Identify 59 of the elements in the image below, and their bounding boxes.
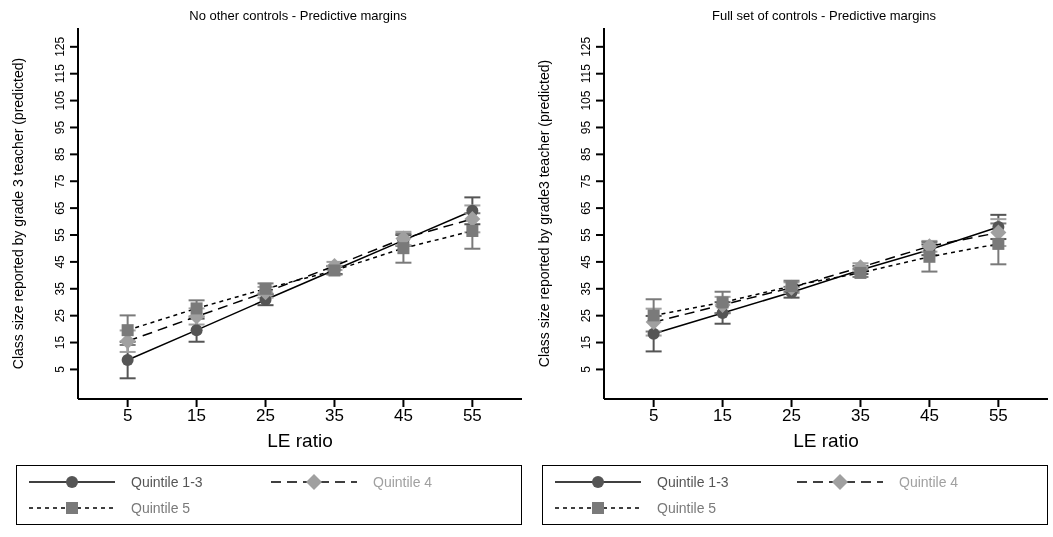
y-tick-label: 55 bbox=[53, 228, 67, 242]
x-axis-title: LE ratio bbox=[267, 430, 333, 451]
point bbox=[464, 210, 481, 227]
x-tick-label: 25 bbox=[256, 406, 275, 426]
text: Quintile 5 bbox=[657, 500, 717, 516]
y-tick-label: 115 bbox=[53, 63, 67, 84]
y-axis-title: Class size reported by grade3 teacher (predicted) bbox=[535, 59, 552, 368]
y-tick-label: 25 bbox=[53, 308, 67, 323]
y-tick-label: 15 bbox=[579, 335, 593, 350]
y-axis-title: Class size reported by grade 3 teacher (predicted) bbox=[9, 57, 26, 370]
point bbox=[647, 309, 660, 322]
x-axis-title: LE ratio bbox=[793, 430, 859, 451]
y-tick-label: 95 bbox=[579, 120, 593, 135]
x-tick-label: 5 bbox=[648, 406, 659, 426]
text: Quintile 5 bbox=[131, 500, 191, 516]
y-tick-label: 45 bbox=[579, 254, 593, 269]
x-tick-label: 45 bbox=[919, 406, 939, 426]
x-tick-label: 25 bbox=[782, 406, 801, 426]
x-tick-label: 15 bbox=[187, 406, 207, 426]
y-tick-label: 125 bbox=[579, 36, 593, 57]
y-tick-label: 95 bbox=[53, 120, 67, 135]
y-tick-label: 15 bbox=[53, 335, 67, 350]
y-tick-label: 35 bbox=[53, 281, 67, 296]
point bbox=[992, 237, 1005, 250]
y-tick-label: 105 bbox=[53, 90, 67, 111]
y-tick-label: 85 bbox=[579, 147, 593, 162]
y-tick-label: 85 bbox=[53, 147, 67, 162]
x-tick-label: 35 bbox=[851, 406, 870, 426]
text: Quintile 4 bbox=[373, 474, 433, 490]
chart-title: Full set of controls - Predictive margins bbox=[711, 8, 937, 24]
y-tick-label: 105 bbox=[579, 90, 593, 111]
x-tick-label: 35 bbox=[325, 406, 344, 426]
text: Quintile 1-3 bbox=[657, 474, 729, 490]
y-tick-label: 55 bbox=[579, 228, 593, 242]
x-tick-label: 15 bbox=[713, 406, 733, 426]
x-tick-label: 45 bbox=[393, 406, 413, 426]
text: Quintile 4 bbox=[899, 474, 959, 490]
y-tick-label: 115 bbox=[579, 63, 593, 84]
y-tick-label: 75 bbox=[579, 174, 593, 188]
y-tick-label: 65 bbox=[53, 201, 67, 215]
y-tick-label: 35 bbox=[579, 281, 593, 296]
y-tick-label: 45 bbox=[53, 254, 67, 269]
point bbox=[121, 354, 134, 367]
y-tick-label: 25 bbox=[579, 308, 593, 323]
y-tick-label: 125 bbox=[53, 36, 67, 57]
y-tick-label: 75 bbox=[53, 174, 67, 188]
y-tick-label: 65 bbox=[579, 201, 593, 215]
x-tick-label: 55 bbox=[462, 406, 482, 426]
x-tick-label: 5 bbox=[122, 406, 133, 426]
point bbox=[190, 324, 203, 337]
point bbox=[466, 224, 479, 237]
y-tick-label: 5 bbox=[579, 365, 593, 373]
x-tick-label: 55 bbox=[988, 406, 1008, 426]
text: Quintile 1-3 bbox=[131, 474, 203, 490]
point bbox=[647, 327, 660, 340]
point bbox=[716, 296, 729, 309]
chart-title: No other controls - Predictive margins bbox=[188, 8, 408, 24]
point bbox=[121, 324, 134, 337]
y-tick-label: 5 bbox=[53, 365, 67, 373]
